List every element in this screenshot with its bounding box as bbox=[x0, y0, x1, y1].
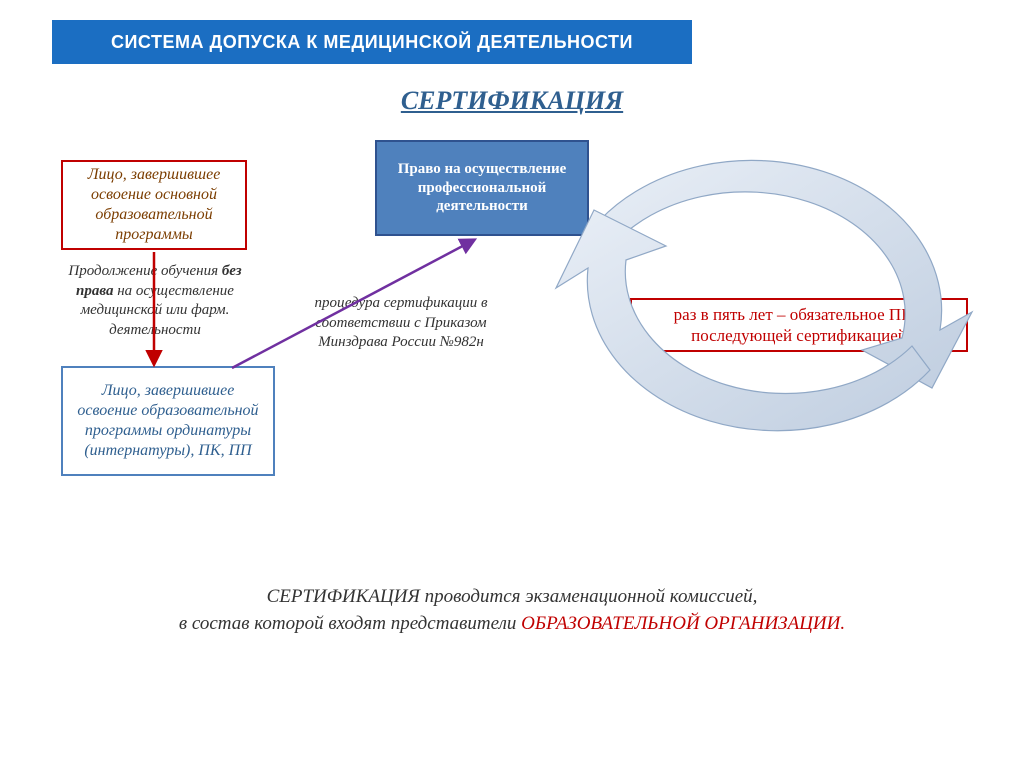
footer-org: ОБРАЗОВАТЕЛЬНОЙ ОРГАНИЗАЦИИ. bbox=[521, 613, 845, 634]
footer: СЕРТИФИКАЦИЯ проводится экзаменационной … bbox=[0, 584, 1024, 637]
box-cycle: раз в пять лет – обязательное ПК с после… bbox=[630, 298, 968, 352]
box-person-ordinatura: Лицо, завершившее освоение образовательн… bbox=[61, 366, 275, 476]
caption-continue-pre: Продолжение обучения bbox=[68, 263, 221, 279]
caption-continue: Продолжение обучения без права на осущес… bbox=[48, 262, 262, 340]
box-right: Право на осуществление профессиональной … bbox=[375, 140, 589, 236]
box-person-basic: Лицо, завершившее освоение основной обра… bbox=[61, 160, 247, 250]
title-bar: СИСТЕМА ДОПУСКА К МЕДИЦИНСКОЙ ДЕЯТЕЛЬНОС… bbox=[52, 20, 692, 64]
subtitle: СЕРТИФИКАЦИЯ bbox=[0, 86, 1024, 116]
footer-line2-pre: в состав которой входят представители bbox=[179, 613, 521, 634]
footer-line2: в состав которой входят представители ОБ… bbox=[0, 611, 1024, 638]
footer-line1: СЕРТИФИКАЦИЯ проводится экзаменационной … bbox=[0, 584, 1024, 611]
cycle-arrows-icon bbox=[556, 160, 972, 430]
caption-procedure: процедура сертификации в соответствии с … bbox=[290, 294, 512, 353]
